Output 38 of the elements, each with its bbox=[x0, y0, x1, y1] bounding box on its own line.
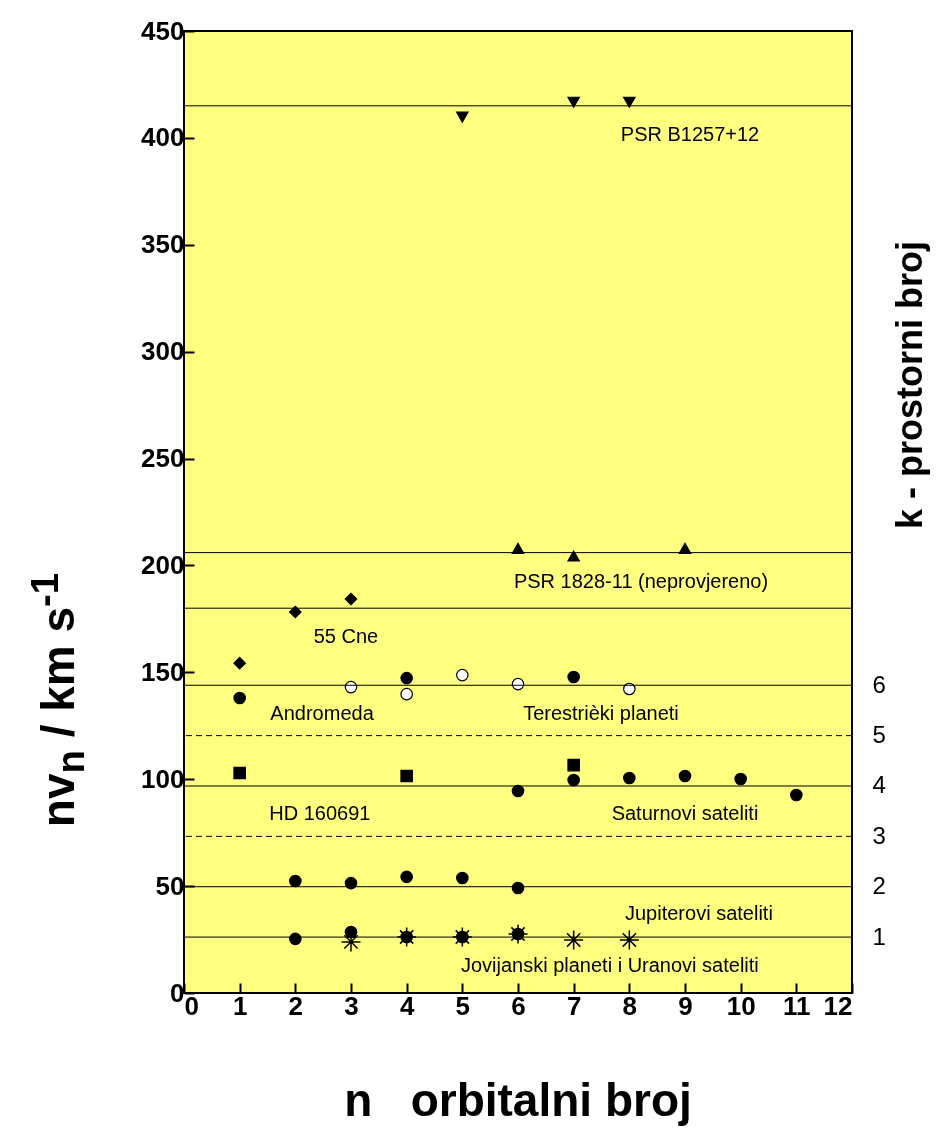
x-tick-label: 12 bbox=[823, 990, 853, 1021]
annotation: Andromeda bbox=[270, 702, 375, 725]
x-tick-label: 1 bbox=[232, 990, 248, 1021]
x-axis-title: n orbitalni broj bbox=[344, 1073, 692, 1127]
y2-axis-title: k - prostorni broj bbox=[889, 241, 931, 529]
x-tick-label: 6 bbox=[511, 990, 526, 1021]
x-tick-label: 3 bbox=[344, 990, 359, 1021]
y-tick-label: 50 bbox=[155, 870, 185, 901]
annotation: 55 Cne bbox=[313, 625, 379, 648]
x-tick-label: 10 bbox=[726, 990, 756, 1021]
x-tick-label: 4 bbox=[399, 990, 415, 1021]
y-tick-label: 250 bbox=[141, 443, 185, 474]
y-tick-label: 150 bbox=[141, 656, 185, 687]
annotation: PSR 1828-11 (neprovjereno) bbox=[513, 569, 769, 592]
annotation: Jupiterovi sateliti bbox=[624, 902, 773, 925]
y-tick-label: 350 bbox=[141, 229, 185, 260]
y-tick-label: 400 bbox=[141, 122, 185, 153]
annotation: Terestrièki planeti bbox=[523, 702, 679, 725]
x-tick-label: 7 bbox=[566, 990, 582, 1021]
x-tick-label: 11 bbox=[783, 990, 811, 1021]
y2-tick-label: 1 bbox=[872, 922, 886, 950]
y2-tick-label: 4 bbox=[872, 771, 886, 799]
annotation: PSR B1257+12 bbox=[620, 122, 760, 145]
y-tick-label: 100 bbox=[141, 763, 185, 794]
y-tick-label: 300 bbox=[141, 336, 185, 367]
y2-tick-label: 2 bbox=[872, 872, 886, 900]
x-tick-label: 2 bbox=[288, 990, 304, 1021]
y-tick-label: 450 bbox=[141, 15, 185, 46]
y-tick-label: 200 bbox=[141, 549, 185, 580]
y2-tick-label: 3 bbox=[872, 821, 886, 849]
x-tick-label: 5 bbox=[455, 990, 471, 1021]
y2-tick-label: 6 bbox=[872, 670, 886, 698]
x-tick-label: 9 bbox=[678, 990, 693, 1021]
annotation: Jovijanski planeti i Uranovi sateliti bbox=[460, 953, 759, 976]
annotation: Saturnovi sateliti bbox=[611, 801, 759, 824]
annotation: HD 160691 bbox=[269, 801, 371, 824]
y2-tick-label: 5 bbox=[872, 721, 886, 749]
x-tick-label: 8 bbox=[622, 990, 638, 1021]
